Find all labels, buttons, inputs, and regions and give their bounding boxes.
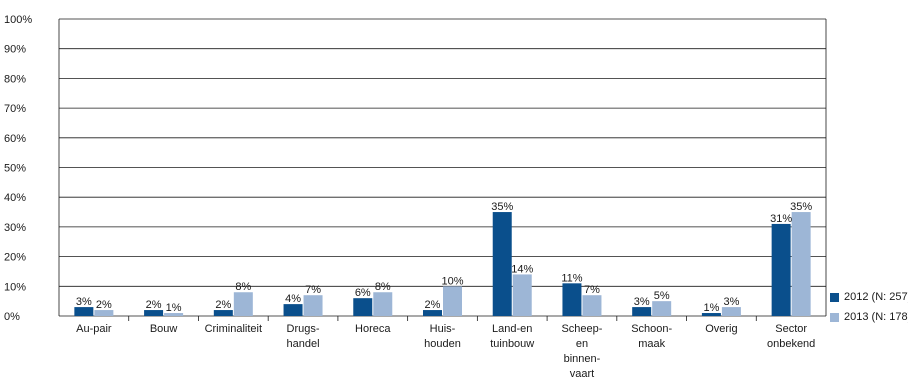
- legend-label-2012: 2012 (N: 257): [844, 291, 908, 303]
- x-category-label: Sector: [775, 323, 807, 335]
- bar: [562, 283, 582, 316]
- data-label: 2%: [425, 299, 441, 311]
- data-label: 10%: [441, 275, 463, 287]
- y-tick-label: 10%: [4, 281, 26, 293]
- data-label: 8%: [375, 281, 391, 293]
- legend-item-2013: 2013 (N: 178): [830, 309, 908, 325]
- legend-swatch-2013: [830, 312, 839, 322]
- x-axis-category-labels: Au-pair Bouw Criminaliteit Drugs-handel Hore…: [76, 323, 815, 380]
- x-category-label: Scheep-: [561, 323, 602, 335]
- x-category-label: Overig: [705, 323, 737, 335]
- data-label: 8%: [235, 281, 251, 293]
- legend-label-2013: 2013 (N: 178): [844, 311, 908, 323]
- data-label: 1%: [166, 302, 182, 314]
- data-label: 11%: [561, 272, 582, 284]
- bars: [74, 212, 811, 316]
- x-category-label: Horeca: [355, 323, 391, 335]
- x-category-label: en: [576, 338, 588, 350]
- y-tick-label: 30%: [4, 222, 26, 234]
- y-tick-label: 50%: [4, 163, 26, 175]
- x-category-label: Au-pair: [76, 323, 112, 335]
- y-tick-label: 60%: [4, 133, 26, 145]
- x-category-label: maak: [638, 338, 665, 350]
- data-labels: 3% 2% 2% 1% 2%8%4%7% 6% 8%2%10%35%14%11%7%3% 5%…: [76, 201, 812, 314]
- x-category-label: Schoon-: [631, 323, 672, 335]
- data-label: 31%: [770, 213, 792, 225]
- data-label: 14%: [511, 263, 533, 275]
- data-label: 2%: [146, 299, 162, 311]
- bar: [213, 310, 233, 316]
- y-tick-label: 100%: [4, 14, 32, 26]
- bar: [164, 313, 184, 316]
- x-category-label: Huis-: [430, 323, 456, 335]
- bar: [283, 304, 303, 316]
- bar: [74, 307, 94, 316]
- legend: 2012 (N: 257) 2013 (N: 178): [830, 289, 908, 329]
- bar: [582, 295, 602, 316]
- data-label: 3%: [634, 296, 650, 308]
- bar: [353, 298, 373, 316]
- data-label: 1%: [703, 302, 719, 314]
- x-category-label: handel: [287, 338, 320, 350]
- bar: [303, 295, 323, 316]
- data-label: 5%: [654, 290, 670, 302]
- x-category-label: Bouw: [150, 323, 178, 335]
- bar: [701, 313, 721, 316]
- data-label: 7%: [305, 284, 321, 296]
- bar: [423, 310, 442, 316]
- x-category-label: Land-en: [492, 323, 532, 335]
- data-label: 7%: [584, 284, 600, 296]
- bar: [771, 223, 791, 316]
- data-label: 3%: [76, 296, 92, 308]
- y-tick-label: 40%: [4, 192, 26, 204]
- bar: [632, 307, 652, 316]
- y-tick-label: 70%: [4, 103, 26, 115]
- y-tick-label: 0%: [4, 311, 20, 323]
- bar: [233, 292, 253, 316]
- x-category-label: houden: [424, 338, 461, 350]
- x-category-label: binnen-: [564, 353, 601, 365]
- data-label: 35%: [790, 201, 812, 213]
- data-label: 3%: [723, 296, 739, 308]
- y-tick-label: 90%: [4, 44, 26, 56]
- data-label: 2%: [215, 299, 231, 311]
- y-axis-tick-labels: 0% 10% 20% 30% 40% 50% 60% 70% 80% 90% 100%: [4, 14, 32, 323]
- bar: [512, 274, 532, 316]
- x-category-label: vaart: [570, 368, 594, 380]
- x-category-label: onbekend: [767, 338, 815, 350]
- x-category-label: Criminaliteit: [205, 323, 262, 335]
- data-label: 6%: [355, 287, 371, 299]
- bar: [144, 310, 164, 316]
- bar: [373, 292, 393, 316]
- bar: [94, 310, 114, 316]
- bar: [652, 301, 672, 316]
- data-label: 35%: [491, 201, 513, 213]
- gridlines: [58, 18, 827, 321]
- bar: [721, 307, 741, 316]
- x-category-label: tuinbouw: [490, 338, 534, 350]
- y-tick-label: 80%: [4, 73, 26, 85]
- data-label: 2%: [96, 299, 112, 311]
- bar: [443, 286, 462, 316]
- x-category-label: Drugs-: [287, 323, 320, 335]
- data-label: 4%: [285, 293, 301, 305]
- legend-swatch-2012: [830, 292, 839, 302]
- bar: [791, 212, 811, 316]
- legend-item-2012: 2012 (N: 257): [830, 289, 908, 305]
- bar: [492, 212, 512, 316]
- y-tick-label: 20%: [4, 252, 26, 264]
